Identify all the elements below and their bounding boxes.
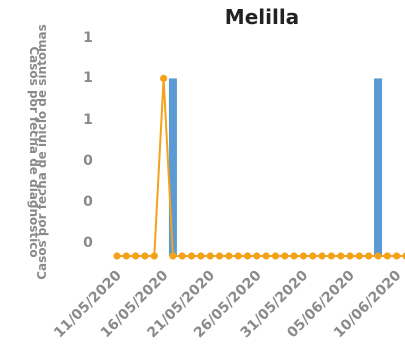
data-point xyxy=(271,252,280,260)
bar xyxy=(168,78,177,257)
data-point xyxy=(290,252,298,260)
data-point xyxy=(383,252,391,260)
data-point xyxy=(197,252,205,260)
data-point xyxy=(206,252,214,260)
y-axis-label-left: Casos por fecha de diagnóstico xyxy=(27,46,41,257)
data-point xyxy=(299,252,308,260)
data-point xyxy=(318,252,326,260)
data-point xyxy=(393,252,401,260)
line-series xyxy=(113,74,405,260)
data-point xyxy=(402,252,405,260)
data-point xyxy=(122,252,130,260)
data-point xyxy=(374,252,382,260)
data-point xyxy=(215,252,224,260)
data-point xyxy=(243,252,252,260)
data-point xyxy=(169,252,177,260)
data-point xyxy=(132,252,140,260)
y-axis-label-right: Casos por fecha de inicio de síntomas xyxy=(35,24,49,280)
y-tick-label: 1 xyxy=(83,70,93,86)
bar xyxy=(374,78,383,257)
data-point xyxy=(309,252,317,260)
data-point xyxy=(225,252,233,260)
y-tick-labels: 1 1 1 0 0 0 xyxy=(83,30,93,251)
y-tick-label: 0 xyxy=(83,153,93,169)
data-point xyxy=(178,252,186,260)
data-point xyxy=(327,252,336,260)
data-point xyxy=(113,252,121,260)
data-point xyxy=(337,252,345,260)
data-point xyxy=(365,252,373,260)
data-point xyxy=(141,252,149,260)
y-tick-label: 1 xyxy=(83,30,93,46)
data-point xyxy=(160,74,168,82)
data-point xyxy=(281,252,289,260)
y-tick-label: 1 xyxy=(83,112,93,128)
data-point xyxy=(262,252,270,260)
data-point xyxy=(150,252,158,260)
data-point xyxy=(234,252,242,260)
y-tick-label: 0 xyxy=(83,194,93,210)
bar-series xyxy=(168,78,383,257)
data-point xyxy=(346,252,354,260)
data-point xyxy=(187,252,196,260)
chart-title: Melilla xyxy=(225,5,299,29)
y-tick-label: 0 xyxy=(83,235,93,251)
data-point xyxy=(355,252,363,260)
data-point xyxy=(253,252,261,260)
series-line xyxy=(117,78,405,257)
x-tick-labels: 11/05/202016/05/202021/05/202026/05/2020… xyxy=(51,267,405,341)
